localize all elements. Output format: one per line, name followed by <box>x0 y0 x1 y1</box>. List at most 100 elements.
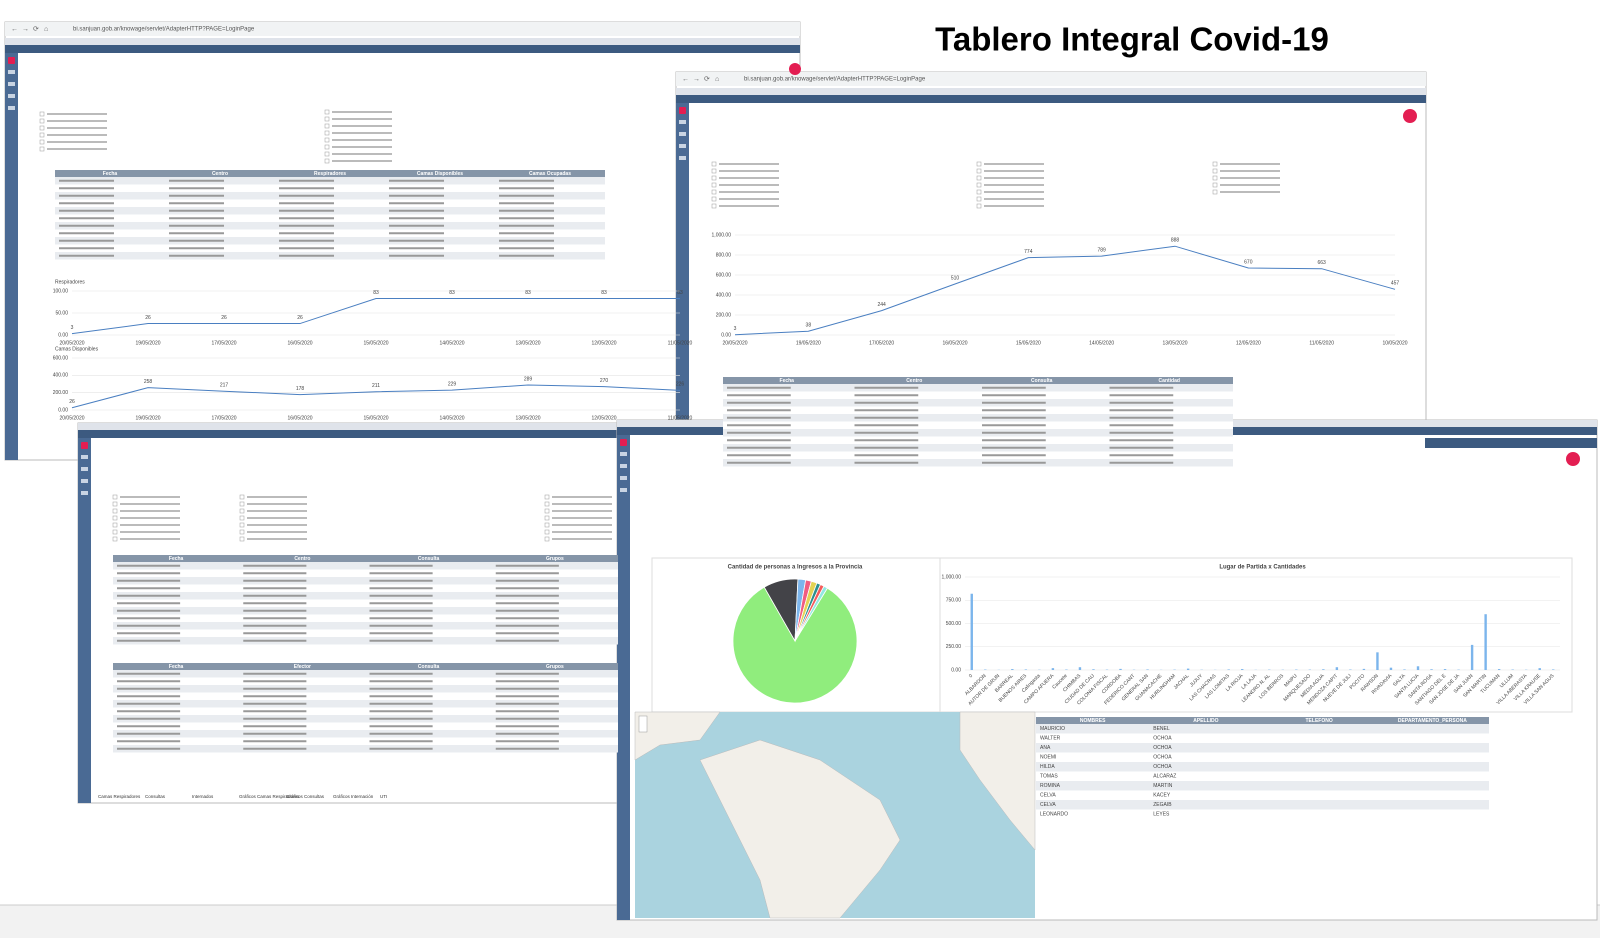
checkbox[interactable] <box>324 144 330 150</box>
cell-text <box>243 572 307 575</box>
checkbox[interactable] <box>711 196 717 202</box>
checkbox[interactable] <box>324 158 330 164</box>
table-row <box>1036 809 1489 819</box>
side-icon[interactable] <box>679 120 686 124</box>
checkbox[interactable] <box>324 116 330 122</box>
checkbox[interactable] <box>976 203 982 209</box>
checkbox[interactable] <box>324 109 330 115</box>
fab[interactable] <box>789 63 801 75</box>
checkbox[interactable] <box>976 182 982 188</box>
side-icon[interactable] <box>620 464 627 468</box>
checkbox[interactable] <box>544 508 550 514</box>
side-icon[interactable] <box>81 455 88 459</box>
side-icon[interactable] <box>620 488 627 492</box>
bar <box>1335 667 1339 670</box>
x-tick-label: 17/05/2020 <box>211 415 236 421</box>
checkbox[interactable] <box>324 123 330 129</box>
side-icon[interactable] <box>679 144 686 148</box>
nav-icon[interactable]: ⌂ <box>44 26 48 33</box>
checkbox[interactable] <box>544 501 550 507</box>
checkbox[interactable] <box>112 494 118 500</box>
checkbox[interactable] <box>1212 161 1218 167</box>
checkbox[interactable] <box>239 522 245 528</box>
checkbox[interactable] <box>1212 189 1218 195</box>
checkbox[interactable] <box>976 189 982 195</box>
tab[interactable]: Internados <box>192 794 214 799</box>
checkbox[interactable] <box>39 139 45 145</box>
side-icon[interactable] <box>81 467 88 471</box>
checkbox[interactable] <box>239 494 245 500</box>
checkbox[interactable] <box>39 111 45 117</box>
checkbox[interactable] <box>239 529 245 535</box>
checkbox[interactable] <box>544 515 550 521</box>
side-icon[interactable] <box>620 476 627 480</box>
url[interactable]: bi.sanjuan.gob.ar/knowage/servlet/Adapte… <box>73 27 255 33</box>
tab[interactable]: Camas Respiradores <box>98 794 141 799</box>
checkbox[interactable] <box>711 168 717 174</box>
cell-text <box>369 672 433 675</box>
tab[interactable]: Gráficos Internación <box>333 794 374 799</box>
checkbox[interactable] <box>544 536 550 542</box>
tab[interactable]: Consultas <box>145 794 166 799</box>
side-icon[interactable] <box>8 70 15 74</box>
checkbox[interactable] <box>239 501 245 507</box>
checkbox[interactable] <box>976 168 982 174</box>
checkbox[interactable] <box>544 494 550 500</box>
checkbox[interactable] <box>976 196 982 202</box>
nav-icon[interactable]: → <box>22 26 29 33</box>
tab[interactable]: UTI <box>380 794 387 799</box>
side-icon[interactable] <box>81 491 88 495</box>
data-label: 217 <box>220 383 229 389</box>
fab[interactable] <box>1403 109 1417 123</box>
checkbox[interactable] <box>39 118 45 124</box>
checkbox[interactable] <box>112 522 118 528</box>
checkbox[interactable] <box>112 515 118 521</box>
side-icon[interactable] <box>679 132 686 136</box>
tab[interactable]: Gráficos Camas Respiradores <box>239 794 300 799</box>
checkbox[interactable] <box>976 161 982 167</box>
checkbox[interactable] <box>239 508 245 514</box>
checkbox[interactable] <box>1212 175 1218 181</box>
cell-text <box>495 740 559 743</box>
checkbox[interactable] <box>112 508 118 514</box>
nav-icon[interactable]: ⌂ <box>715 76 719 83</box>
checkbox[interactable] <box>112 536 118 542</box>
checkbox[interactable] <box>1212 182 1218 188</box>
side-icon[interactable] <box>8 106 15 110</box>
zoom-control[interactable] <box>638 715 648 733</box>
nav-icon[interactable]: ← <box>682 76 689 83</box>
checkbox[interactable] <box>39 125 45 131</box>
checkbox[interactable] <box>239 536 245 542</box>
checkbox[interactable] <box>711 203 717 209</box>
checkbox[interactable] <box>112 529 118 535</box>
url[interactable]: bi.sanjuan.gob.ar/knowage/servlet/Adapte… <box>744 77 926 83</box>
checkbox[interactable] <box>711 175 717 181</box>
line-series <box>734 245 1396 336</box>
side-icon[interactable] <box>8 94 15 98</box>
checkbox[interactable] <box>39 132 45 138</box>
checkbox[interactable] <box>324 151 330 157</box>
checkbox[interactable] <box>711 189 717 195</box>
checkbox[interactable] <box>1212 168 1218 174</box>
side-icon[interactable] <box>81 479 88 483</box>
checkbox[interactable] <box>324 137 330 143</box>
nav-icon[interactable]: ⟳ <box>33 26 39 33</box>
checkbox[interactable] <box>324 130 330 136</box>
checkbox[interactable] <box>239 515 245 521</box>
fab[interactable] <box>1566 452 1580 466</box>
checkbox[interactable] <box>976 175 982 181</box>
tab[interactable]: Gráficos Consultas <box>286 794 325 799</box>
side-icon[interactable] <box>8 82 15 86</box>
column-header: Grupos <box>546 556 564 562</box>
side-icon[interactable] <box>679 156 686 160</box>
checkbox[interactable] <box>711 182 717 188</box>
nav-icon[interactable]: → <box>693 76 700 83</box>
checkbox[interactable] <box>544 522 550 528</box>
checkbox[interactable] <box>711 161 717 167</box>
nav-icon[interactable]: ← <box>11 26 18 33</box>
checkbox[interactable] <box>39 146 45 152</box>
checkbox[interactable] <box>544 529 550 535</box>
side-icon[interactable] <box>620 452 627 456</box>
checkbox[interactable] <box>112 501 118 507</box>
nav-icon[interactable]: ⟳ <box>704 76 710 83</box>
